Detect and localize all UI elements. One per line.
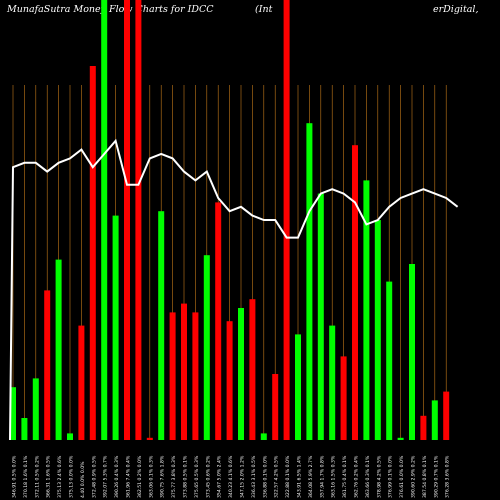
tick-label: 366.31 1.6% 0.5% [46, 455, 52, 498]
bar [112, 215, 119, 440]
bar [443, 391, 450, 440]
bar [55, 259, 62, 440]
tick-label: 362.76 0.2% 0.4% [354, 455, 360, 498]
tick-label: 375.65 0.5% 0.3% [194, 455, 200, 498]
tick-label: 390.26 0.4% 0.3% [114, 455, 120, 498]
bar [78, 325, 85, 440]
tick-label: 363.16 1.5% 0.3% [331, 455, 337, 498]
tick-label: 390.60 2.9% 0.2% [411, 455, 417, 498]
bar [169, 312, 176, 440]
bar [397, 437, 404, 440]
tick-label: 361.96 7.4% 0.4% [126, 455, 132, 498]
bar [431, 400, 438, 440]
tick-label: 361.75 0.4% 0.1% [342, 455, 348, 498]
bar [329, 325, 336, 440]
bar [101, 0, 108, 440]
bar [44, 290, 51, 440]
tick-label: 363.66 0.3% 0.1% [365, 455, 371, 498]
tick-label: 336.43 3.1% 0.5% [251, 455, 257, 498]
tick-label: 354.67 5.0% 2.4% [217, 455, 223, 498]
tick-label: 378.98 4.2% 0.5% [376, 455, 382, 498]
tick-label: 375.77 3.8% 0.3% [171, 455, 177, 498]
tick-label: 322.57 4.2% 0.5% [274, 455, 280, 498]
bar [203, 255, 210, 440]
tick-label: 362.51 0.2% 0.0% [137, 455, 143, 498]
tick-label: 392.07 5.3% 0.7% [103, 455, 109, 498]
tick-label: 372.48 0.9% 0.5% [91, 455, 97, 498]
tick-label: 375.13 2.4% 0.6% [57, 455, 63, 498]
bar [295, 334, 301, 440]
tick-label: 336.88 0.1% 0.0% [262, 455, 268, 498]
bar [67, 433, 73, 440]
bar [249, 299, 256, 440]
bar [192, 312, 199, 440]
bar [226, 321, 233, 440]
bar [89, 66, 96, 440]
tick-label: 387.54 0.8% 0.1% [422, 455, 428, 498]
bar [374, 220, 381, 440]
bar [340, 356, 347, 440]
tick-label: 343.91 6.5% 1.4% [297, 455, 303, 498]
tick-label: 370.18 1.6% 0.1% [23, 455, 29, 498]
tick-label: 375.13 0.0% 0.0% [69, 455, 75, 498]
bar [260, 433, 267, 440]
bar [146, 437, 153, 440]
bar [386, 281, 393, 440]
tick-label: 376.28 3.6% 0.8% [445, 455, 451, 498]
tick-label: 346.91 0.5% 0.0% [12, 455, 18, 498]
tick-label: 376.61 0.0% 0.0% [399, 455, 405, 498]
tick-label: 364.08 5.9% 2.7% [308, 455, 314, 498]
tick-label: 376.99 0.1% 0.0% [388, 455, 394, 498]
tick-label: 4.40 0.0% 0.0% [80, 461, 86, 498]
bar [21, 418, 28, 440]
price-line [9, 138, 459, 441]
tick-label: 363.06 0.1% 0.3% [148, 455, 154, 498]
bar [409, 264, 415, 440]
bar [135, 0, 142, 440]
bar [283, 0, 290, 440]
bar [352, 145, 358, 440]
tick-label: 373.45 0.6% 0.2% [205, 455, 211, 498]
bar [215, 202, 222, 440]
tick-label: 373.88 0.5% 0.1% [183, 455, 189, 498]
bar [363, 180, 370, 440]
bar [32, 378, 39, 440]
tick-label: 340.23 4.1% 0.6% [228, 455, 234, 498]
bar [10, 387, 16, 440]
bar [238, 308, 244, 440]
tick-label: 390.29 0.7% 0.1% [433, 455, 439, 498]
tick-label: 372.11 0.5% 0.2% [34, 455, 40, 498]
bar [272, 374, 279, 440]
tick-label: 322.88 0.1% 0.0% [285, 455, 291, 498]
bar [158, 211, 165, 440]
tick-label: 390.75 7.6% 1.8% [160, 455, 166, 498]
bar [317, 193, 324, 440]
bar [124, 0, 130, 440]
tick-label: 357.94 1.7% 0.8% [319, 455, 325, 498]
bar [306, 123, 313, 440]
tick-label: 347.15 2.0% 1.2% [240, 455, 246, 498]
bar [181, 303, 187, 440]
bar [420, 415, 427, 440]
